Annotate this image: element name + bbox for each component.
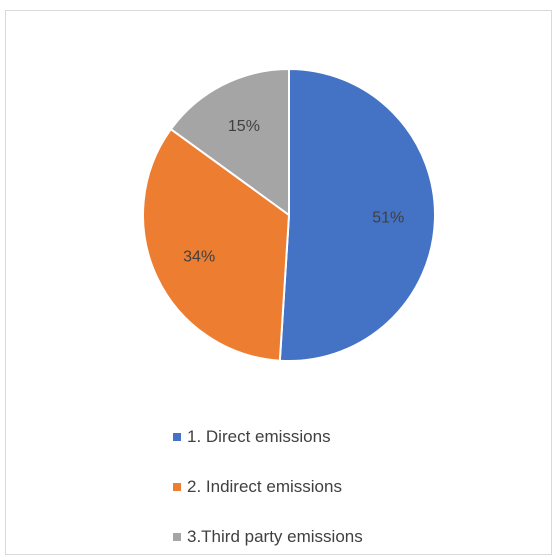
legend: 1. Direct emissions 2. Indirect emission… [173,424,493,550]
legend-swatch-direct [173,433,181,441]
legend-label-direct: 1. Direct emissions [187,427,331,446]
legend-item-indirect: 2. Indirect emissions [173,474,493,500]
data-label-indirect: 34% [183,248,215,265]
legend-swatch-indirect [173,483,181,491]
legend-item-direct: 1. Direct emissions [173,424,493,450]
data-label-direct: 51% [372,209,404,226]
legend-label-indirect: 2. Indirect emissions [187,477,342,496]
data-label-third-party: 15% [228,118,260,135]
legend-item-third-party: 3.Third party emissions [173,524,493,550]
pie-slice-direct [278,67,436,362]
pie-slice-indirect [142,127,291,362]
legend-label-third-party: 3.Third party emissions [187,527,363,546]
pie-slice-third-party [169,67,290,217]
legend-swatch-third-party [173,533,181,541]
